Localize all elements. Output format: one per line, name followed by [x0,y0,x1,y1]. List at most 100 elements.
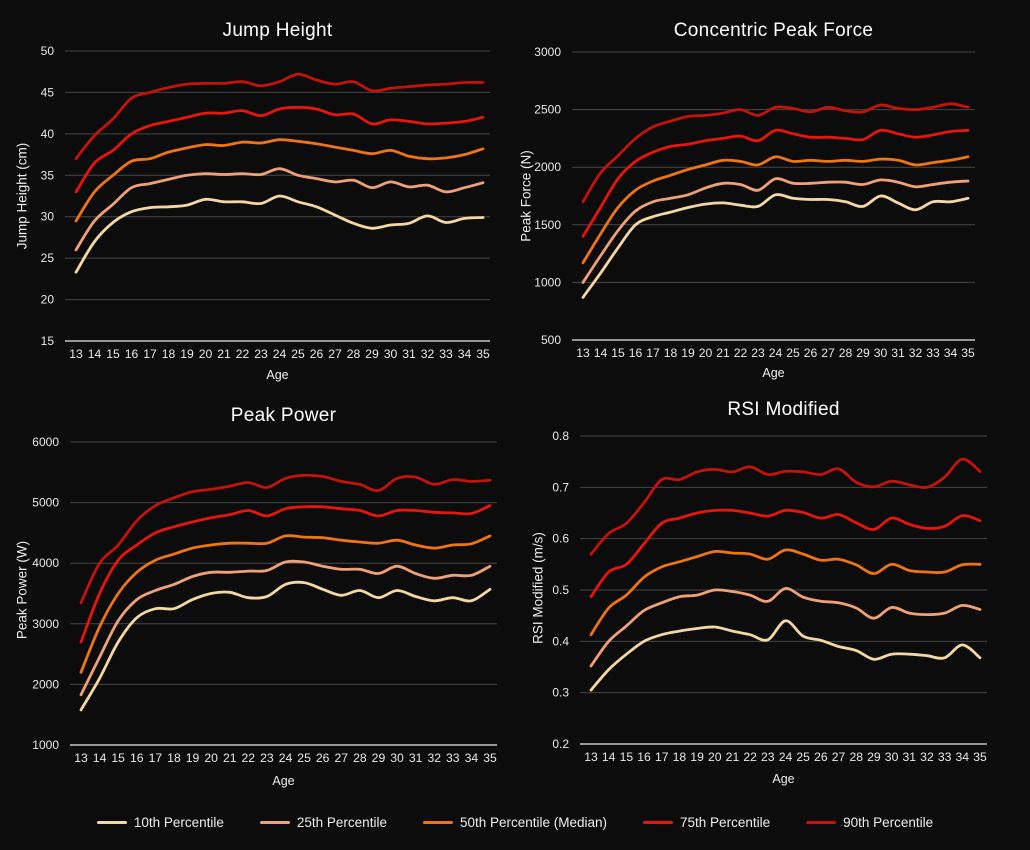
concentric-peak-force-xtick-label: 24 [769,346,783,360]
y-axis-label-concentric-peak-force: Peak Force (N) [518,150,534,242]
concentric-peak-force-xtick-label: 19 [681,346,695,360]
jump-height-ytick-label: 25 [41,251,55,265]
legend-label-50th-percentile-median: 50th Percentile (Median) [459,815,608,830]
peak-power-xtick-label: 29 [372,751,386,765]
peak-power-xtick-label: 20 [204,751,218,765]
rsi-modified-xtick-label: 20 [708,750,722,764]
legend-swatch-90th-percentile [806,820,837,825]
peak-power-ytick-label: 1000 [32,738,59,752]
jump-height-xtick-label: 15 [106,347,120,361]
peak-power-xtick-label: 31 [409,751,423,765]
chart-panel-rsi-modified: 0.2 0.3 0.4 0.5 0.6 0.7 0.8 13 14 15 16 17 18 19 20 21 2… [515,390,1030,795]
concentric-peak-force-series-90th-percentile [581,102,970,204]
rsi-modified-xtick-label: 34 [956,750,970,764]
legend-swatch-25th-percentile [259,820,290,825]
peak-power-xtick-label: 28 [353,751,367,765]
jump-height-xtick-label: 18 [162,347,176,361]
peak-power-xtick-label: 32 [427,751,441,765]
x-axis-label-jump-height: Age [266,368,289,382]
rsi-modified-xtick-label: 24 [779,750,793,764]
concentric-peak-force-ytick-label: 1000 [534,275,561,289]
rsi-modified-series-50th-percentile-median [589,548,982,637]
legend-swatch-50th-percentile-median [422,820,453,825]
jump-height-ytick-label: 35 [41,168,55,182]
legend-label-90th-percentile: 90th Percentile [843,815,934,830]
peak-power-series-10th-percentile [79,580,492,712]
rsi-modified-xtick-label: 29 [867,750,881,764]
concentric-peak-force-xtick-label: 13 [576,346,590,360]
chart-title-concentric-peak-force: Concentric Peak Force [673,20,874,41]
jump-height-ytick-label: 45 [41,85,55,99]
rsi-modified-xtick-label: 26 [814,750,828,764]
jump-height-xtick-label: 30 [384,347,398,361]
rsi-modified-xtick-label: 31 [902,750,916,764]
jump-height-xtick-label: 26 [310,347,324,361]
jump-height-xtick-label: 24 [273,347,287,361]
jump-height-ytick-label: 50 [41,44,55,58]
jump-height-ytick-label: 15 [41,334,55,348]
chart-panel-concentric-peak-force: 500 1000 1500 2000 2500 3000 13 14 15 16 17 18 19 20 2… [515,0,1030,390]
peak-power-series-75th-percentile [79,504,492,644]
concentric-peak-force-xtick-label: 34 [944,346,958,360]
concentric-peak-force-series-50th-percentile-median [581,155,970,265]
peak-power-xtick-label: 22 [242,751,256,765]
legend: 10th Percentile 25th Percentile 50th Perce… [0,795,1030,850]
rsi-modified-xtick-label: 25 [796,750,810,764]
concentric-peak-force-xtick-label: 29 [856,346,870,360]
legend-label-25th-percentile: 25th Percentile [296,815,387,830]
concentric-peak-force-ytick-label: 2000 [534,160,561,174]
jump-height-xtick-label: 19 [180,347,194,361]
concentric-peak-force-xtick-label: 20 [699,346,713,360]
rsi-modified-xtick-label: 32 [920,750,934,764]
rsi-modified-plot: 0.20.30.40.50.60.70.813 14 15 16 17 18 19 20 21 2… [552,429,987,764]
concentric-peak-force-series-10th-percentile [581,193,970,299]
jump-height-xtick-label: 29 [365,347,379,361]
rsi-modified-ytick-label: 0.5 [552,583,569,597]
chart-title-jump-height: Jump Height [222,20,333,41]
jump-height-xtick-label: 33 [439,347,453,361]
peak-power-xtick-label: 24 [279,751,293,765]
jump-height-xtick-label: 27 [328,347,342,361]
rsi-modified-xtick-label: 22 [743,750,757,764]
x-axis-label-peak-power: Age [272,774,295,788]
rsi-modified-ytick-label: 0.2 [552,737,569,751]
concentric-peak-force-series-25th-percentile [581,177,970,284]
peak-power-xtick-label: 33 [446,751,460,765]
jump-height-series-90th-percentile [74,72,485,161]
rsi-modified-xtick-label: 33 [938,750,952,764]
concentric-peak-force-series-75th-percentile [581,128,970,238]
concentric-peak-force-xtick-label: 21 [716,346,730,360]
peak-power-ytick-label: 6000 [32,435,59,449]
rsi-modified-series-10th-percentile [589,619,982,692]
legend-item-75th-percentile: 75th Percentile [643,815,770,830]
peak-power-xtick-label: 14 [93,751,107,765]
jump-height-xtick-label: 23 [254,347,268,361]
y-axis-label-jump-height: Jump Height (cm) [14,142,30,250]
peak-power-ytick-label: 2000 [32,677,59,691]
concentric-peak-force-ytick-label: 500 [541,333,561,347]
peak-power-xtick-label: 15 [111,751,125,765]
peak-power-xtick-label: 23 [260,751,274,765]
peak-power-xtick-label: 18 [167,751,181,765]
concentric-peak-force-xtick-label: 15 [611,346,625,360]
rsi-modified-xtick-label: 17 [655,750,669,764]
chart-panel-jump-height: 15 20 25 30 35 40 45 50 13 14 15 16 17 18 19 20 21 22 23 24… [0,0,515,390]
rsi-modified-xtick-label: 15 [620,750,634,764]
legend-label-75th-percentile: 75th Percentile [680,815,771,830]
peak-power-xtick-label: 26 [316,751,330,765]
rsi-modified-xtick-label: 27 [832,750,846,764]
jump-height-series-75th-percentile [74,105,485,194]
concentric-peak-force-xtick-label: 31 [891,346,905,360]
rsi-modified-xtick-label: 16 [637,750,651,764]
jump-height-series-10th-percentile [74,194,485,274]
jump-height-xtick-label: 20 [199,347,213,361]
peak-power-ytick-label: 3000 [32,617,59,631]
peak-power-xtick-label: 34 [465,751,479,765]
jump-height-ytick-label: 20 [41,293,55,307]
jump-height-xtick-label: 35 [476,347,490,361]
rsi-modified-series-90th-percentile [589,457,982,556]
legend-label-10th-percentile: 10th Percentile [133,815,224,830]
jump-height-plot: 15 20 25 30 35 40 45 50 13 14 15 16 17 18 19 20 21 22 23 24… [41,44,490,361]
rsi-modified-ytick-label: 0.7 [552,480,569,494]
jump-height-xtick-label: 34 [458,347,472,361]
